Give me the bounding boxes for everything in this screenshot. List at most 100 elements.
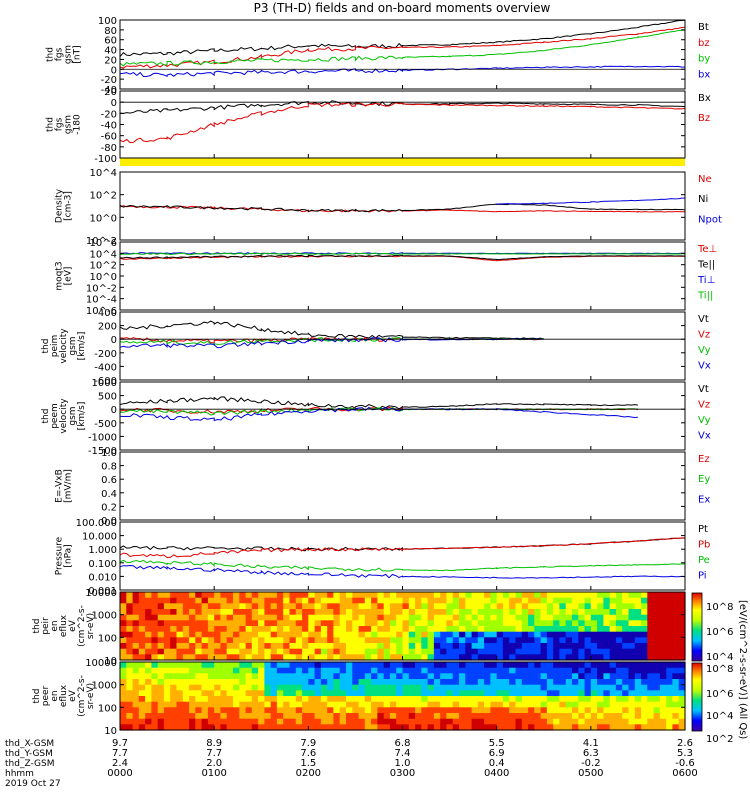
y-tick-label: 60: [104, 36, 117, 47]
heatmap-cell: [402, 637, 410, 644]
heatmap-cell: [672, 718, 680, 725]
heatmap-cell: [283, 631, 291, 638]
heatmap-cell: [132, 597, 140, 604]
heatmap-cell: [264, 718, 272, 725]
heatmap-cell: [327, 679, 335, 686]
heatmap-cell: [465, 690, 473, 697]
heatmap-cell: [327, 592, 335, 599]
heatmap-cell: [170, 609, 178, 616]
heatmap-cell: [352, 643, 360, 650]
heatmap-cell: [653, 673, 661, 680]
heatmap-cell: [264, 707, 272, 714]
heatmap-cell: [603, 724, 611, 731]
heatmap-cell: [534, 696, 542, 703]
y-axis-label: gsm: [64, 45, 74, 64]
heatmap-cell: [490, 696, 498, 703]
heatmap-cell: [653, 654, 661, 661]
heatmap-cell: [182, 696, 190, 703]
heatmap-cell: [509, 626, 517, 633]
heatmap-cell: [163, 701, 171, 708]
heatmap-cell: [214, 631, 222, 638]
heatmap-cell: [603, 662, 611, 669]
heatmap-cell: [264, 626, 272, 633]
heatmap-cell: [659, 631, 667, 638]
heatmap-cell: [421, 626, 429, 633]
heatmap-cell: [207, 713, 215, 720]
heatmap-cell: [509, 620, 517, 627]
heatmap-cell: [477, 701, 485, 708]
heatmap-cell: [402, 592, 410, 599]
heatmap-cell: [276, 690, 284, 697]
heatmap-cell: [433, 614, 441, 621]
heatmap-cell: [258, 614, 265, 621]
heatmap-cell: [578, 662, 586, 669]
y-axis-label: [km/s]: [77, 332, 87, 361]
heatmap-cell: [233, 684, 240, 691]
heatmap-cell: [170, 690, 178, 697]
heatmap-cell: [459, 631, 466, 638]
heatmap-cell: [377, 690, 385, 697]
heatmap-cell: [214, 626, 222, 633]
heatmap-cell: [427, 662, 435, 669]
series-by-line: [119, 29, 685, 67]
legend-bz: bz: [698, 38, 710, 49]
heatmap-cell: [678, 662, 686, 669]
heatmap-cell: [540, 696, 548, 703]
heatmap-cell: [477, 626, 485, 633]
heatmap-cell: [603, 592, 611, 599]
heatmap-cell: [320, 673, 328, 680]
heatmap-cell: [358, 713, 366, 720]
heatmap-cell: [189, 620, 196, 627]
heatmap-cell: [333, 603, 341, 610]
legend-vt: Vt: [698, 384, 709, 395]
heatmap-cell: [496, 603, 504, 610]
heatmap-cell: [603, 631, 611, 638]
heatmap-cell: [641, 648, 648, 655]
heatmap-cell: [176, 701, 184, 708]
heatmap-cell: [553, 684, 561, 691]
heatmap-cell: [622, 690, 630, 697]
heatmap-cell: [565, 679, 573, 686]
heatmap-cell: [590, 718, 598, 725]
heatmap-cell: [509, 648, 517, 655]
heatmap-cell: [427, 679, 435, 686]
heatmap-cell: [339, 718, 347, 725]
heatmap-cell: [528, 614, 535, 621]
heatmap-cell: [157, 684, 165, 691]
heatmap-cell: [333, 597, 341, 604]
heatmap-cell: [389, 724, 397, 731]
heatmap-cell: [201, 637, 209, 644]
heatmap-cell: [471, 643, 479, 650]
heatmap-cell: [402, 597, 410, 604]
heatmap-cell: [672, 654, 680, 661]
heatmap-cell: [352, 696, 360, 703]
heatmap-cell: [364, 609, 372, 616]
heatmap-cell: [484, 673, 491, 680]
heatmap-cell: [364, 643, 372, 650]
heatmap-cell: [226, 626, 234, 633]
heatmap-cell: [647, 643, 655, 650]
heatmap-cell: [622, 648, 630, 655]
heatmap-cell: [314, 673, 322, 680]
heatmap-cell: [477, 637, 485, 644]
heatmap-cell: [145, 614, 152, 621]
heatmap-cell: [672, 673, 680, 680]
heatmap-cell: [559, 631, 567, 638]
heatmap-cell: [364, 673, 372, 680]
y-axis-label: Pressure: [55, 536, 65, 575]
heatmap-cell: [597, 614, 604, 621]
heatmap-cell: [308, 724, 316, 731]
heatmap-cell: [584, 684, 592, 691]
heatmap-cell: [565, 631, 573, 638]
heatmap-cell: [546, 631, 554, 638]
y-axis-label: [cm-3]: [64, 191, 74, 221]
heatmap-cell: [302, 626, 309, 633]
heatmap-cell: [584, 718, 592, 725]
heatmap-cell: [666, 696, 674, 703]
heatmap-cell: [339, 648, 347, 655]
heatmap-cell: [396, 609, 404, 616]
heatmap-cell: [302, 701, 309, 708]
heatmap-cell: [634, 597, 642, 604]
heatmap-cell: [484, 597, 491, 604]
heatmap-cell: [502, 701, 510, 708]
